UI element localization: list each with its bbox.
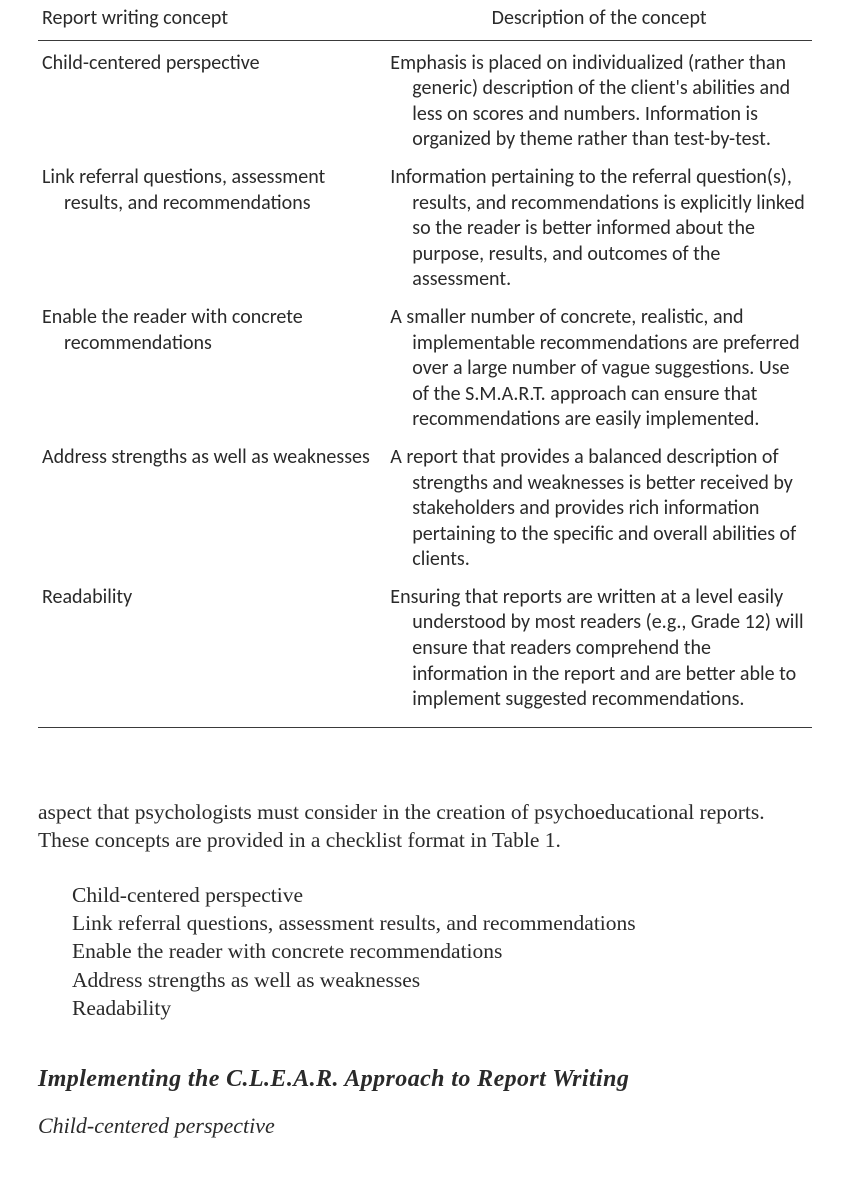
- concept-cell: Address strengths as well as weaknesses: [38, 443, 386, 583]
- list-item: Readability: [72, 994, 812, 1022]
- table-row: Address strengths as well as weaknessesA…: [38, 443, 812, 583]
- description-cell: A report that provides a balanced descri…: [386, 443, 812, 583]
- concept-cell: Readability: [38, 583, 386, 727]
- description-cell: Emphasis is placed on individualized (ra…: [386, 40, 812, 163]
- table-header-concept: Report writing concept: [38, 0, 386, 40]
- section-heading: Implementing the C.L.E.A.R. Approach to …: [38, 1066, 812, 1093]
- table-header-description: Description of the concept: [386, 0, 812, 40]
- list-item: Address strengths as well as weaknesses: [72, 966, 812, 994]
- concepts-table: Report writing concept Description of th…: [38, 0, 812, 728]
- table-row: Enable the reader with concrete recommen…: [38, 303, 812, 443]
- table-row: ReadabilityEnsuring that reports are wri…: [38, 583, 812, 727]
- list-item: Link referral questions, assessment resu…: [72, 909, 812, 937]
- concept-cell: Link referral questions, assessment resu…: [38, 163, 386, 303]
- concept-cell: Enable the reader with concrete recommen…: [38, 303, 386, 443]
- subsection-heading: Child-centered perspective: [38, 1113, 812, 1139]
- table-row: Link referral questions, assessment resu…: [38, 163, 812, 303]
- list-item: Child-centered perspective: [72, 881, 812, 909]
- description-cell: Ensuring that reports are written at a l…: [386, 583, 812, 727]
- description-cell: Information pertaining to the referral q…: [386, 163, 812, 303]
- body-paragraph: aspect that psychologists must consider …: [38, 798, 812, 855]
- description-cell: A smaller number of concrete, realistic,…: [386, 303, 812, 443]
- checklist: Child-centered perspectiveLink referral …: [38, 881, 812, 1023]
- concept-cell: Child-centered perspective: [38, 40, 386, 163]
- list-item: Enable the reader with concrete recommen…: [72, 937, 812, 965]
- table-row: Child-centered perspectiveEmphasis is pl…: [38, 40, 812, 163]
